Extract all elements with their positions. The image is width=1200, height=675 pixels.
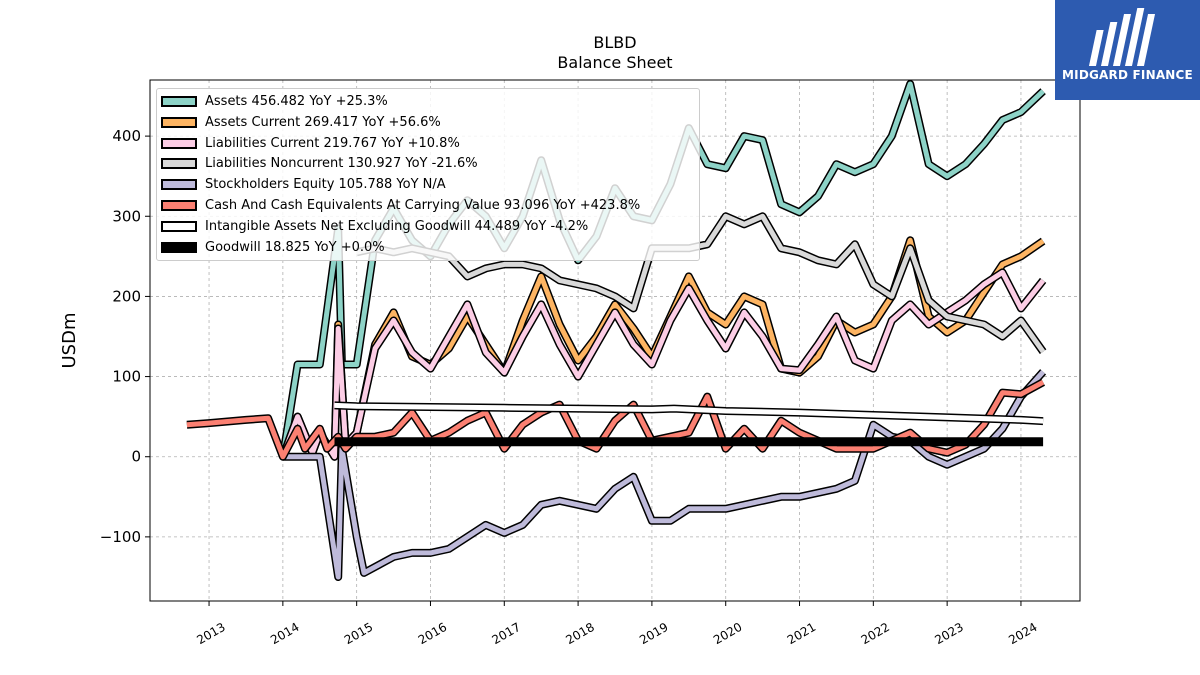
- legend-label: Liabilities Noncurrent 130.927 YoY -21.6…: [205, 156, 478, 172]
- y-tick-label: 400: [112, 127, 141, 145]
- legend-item: Intangible Assets Net Excluding Goodwill…: [157, 218, 701, 238]
- legend: Assets 456.482 YoY +25.3% Assets Current …: [156, 88, 700, 261]
- plot-frame: [149, 79, 1081, 602]
- series-line: [334, 402, 1044, 424]
- x-tick-label: 2016: [416, 620, 449, 647]
- x-tick-label: 2018: [563, 620, 596, 647]
- legend-swatch: [161, 200, 197, 211]
- legend-swatch: [161, 116, 197, 128]
- series-stockholders-equity: [282, 369, 1047, 581]
- x-tick-label: 2023: [932, 620, 965, 647]
- x-tick-label: 2024: [1006, 620, 1039, 647]
- chart-subtitle: Balance Sheet: [557, 53, 673, 72]
- x-tick-label: 2017: [490, 620, 523, 647]
- logo-text: MIDGARD FINANCE: [1062, 68, 1193, 82]
- legend-item: Stockholders Equity 105.788 YoY N/A: [157, 176, 701, 196]
- chart-title: BLBD: [593, 33, 637, 52]
- legend-label: Intangible Assets Net Excluding Goodwill…: [205, 218, 589, 234]
- legend-item: Liabilities Noncurrent 130.927 YoY -21.6…: [157, 155, 701, 175]
- logo: MIDGARD FINANCE: [1055, 0, 1200, 100]
- legend-swatch: [161, 137, 197, 149]
- legend-label: Assets Current 269.417 YoY +56.6%: [205, 114, 441, 130]
- x-tick-label: 2015: [342, 620, 375, 647]
- x-tick-label: 2019: [637, 620, 670, 647]
- legend-label: Goodwill 18.825 YoY +0.0%: [205, 239, 385, 255]
- legend-label: Stockholders Equity 105.788 YoY N/A: [205, 177, 446, 193]
- y-tick-label: 100: [112, 368, 141, 386]
- legend-item: Assets Current 269.417 YoY +56.6%: [157, 114, 701, 134]
- y-tick-label: −100: [100, 528, 141, 546]
- legend-swatch: [161, 241, 197, 253]
- series-line: [282, 370, 1045, 580]
- legend-swatch: [161, 96, 197, 107]
- series-intangible-assets-net-excluding-goodwill: [334, 401, 1044, 426]
- legend-swatch: [161, 220, 197, 232]
- legend-swatch: [161, 179, 197, 191]
- legend-item: Liabilities Current 219.767 YoY +10.8%: [157, 135, 701, 155]
- y-tick-label: 0: [131, 448, 141, 466]
- legend-label: Assets 456.482 YoY +25.3%: [205, 94, 388, 109]
- legend-label: Cash And Cash Equivalents At Carrying Va…: [205, 198, 641, 213]
- x-tick-label: 2013: [194, 620, 227, 647]
- legend-swatch: [161, 158, 197, 170]
- legend-item: Assets 456.482 YoY +25.3%: [157, 93, 701, 113]
- legend-label: Liabilities Current 219.767 YoY +10.8%: [205, 135, 460, 151]
- y-tick-label: 200: [112, 287, 141, 305]
- legend-item: Goodwill 18.825 YoY +0.0%: [157, 239, 701, 259]
- logo-mark-icon: [1088, 8, 1156, 66]
- legend-item: Cash And Cash Equivalents At Carrying Va…: [157, 197, 701, 217]
- y-axis-label: USDm: [59, 313, 80, 369]
- x-tick-label: 2020: [711, 620, 744, 647]
- x-tick-label: 2021: [785, 620, 818, 647]
- x-tick-label: 2014: [268, 620, 301, 647]
- series-outline: [282, 369, 1047, 581]
- x-tick-label: 2022: [859, 620, 892, 647]
- y-tick-label: 300: [112, 207, 141, 225]
